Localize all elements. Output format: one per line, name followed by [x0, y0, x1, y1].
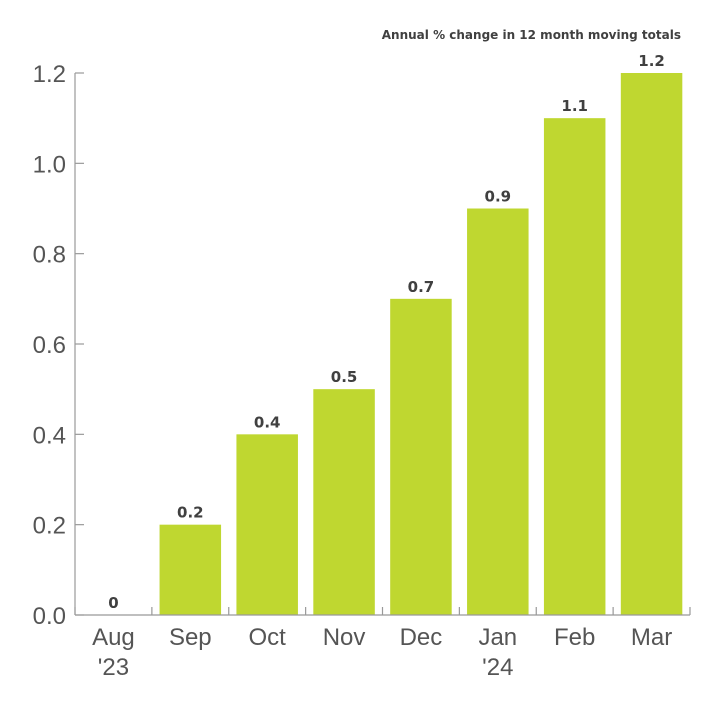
y-tick-label: 0.6	[33, 332, 66, 359]
data-label: 1.1	[561, 97, 588, 115]
x-tick-label: Dec	[400, 624, 443, 651]
y-tick-label: 0.2	[33, 513, 66, 540]
chart-subtitle: Annual % change in 12 month moving total…	[382, 28, 681, 42]
data-label: 0.9	[485, 188, 512, 206]
y-tick-label: 1.0	[33, 151, 66, 178]
x-tick-label: Nov	[323, 624, 366, 651]
bar	[159, 524, 222, 615]
x-tick-label-year: '24	[482, 654, 513, 681]
data-label: 1.2	[638, 52, 665, 70]
x-axis: Aug '23 Sep Oct Nov Dec Jan '24 Feb Mar	[74, 607, 691, 681]
bar	[313, 389, 375, 615]
bar	[620, 73, 683, 615]
x-tick-label-year: '23	[98, 654, 129, 681]
bar	[236, 434, 298, 615]
bars: 0 0.2 0.4 0.5 0.7 0.9 1.1 1.2	[108, 52, 683, 616]
data-label: 0	[108, 594, 118, 612]
x-tick-label: Oct	[249, 624, 287, 651]
x-tick-label: Mar	[631, 624, 672, 651]
y-axis: 0.0 0.2 0.4 0.6 0.8 1.0 1.2	[33, 61, 84, 630]
x-tick-label: Feb	[554, 624, 595, 651]
y-tick-label: 0.0	[33, 603, 66, 630]
y-tick-label: 1.2	[33, 61, 66, 88]
x-tick-label: Jan	[478, 624, 517, 651]
y-tick-label: 0.4	[33, 422, 66, 449]
data-label: 0.7	[408, 278, 435, 296]
data-label: 0.4	[254, 413, 281, 431]
x-tick-label: Aug	[92, 624, 135, 651]
bar	[543, 118, 606, 616]
data-label: 0.5	[331, 368, 358, 386]
bar	[390, 298, 452, 615]
y-tick-label: 0.8	[33, 242, 66, 269]
data-label: 0.2	[177, 504, 204, 522]
x-tick-label: Sep	[169, 624, 212, 651]
bar	[467, 208, 529, 615]
